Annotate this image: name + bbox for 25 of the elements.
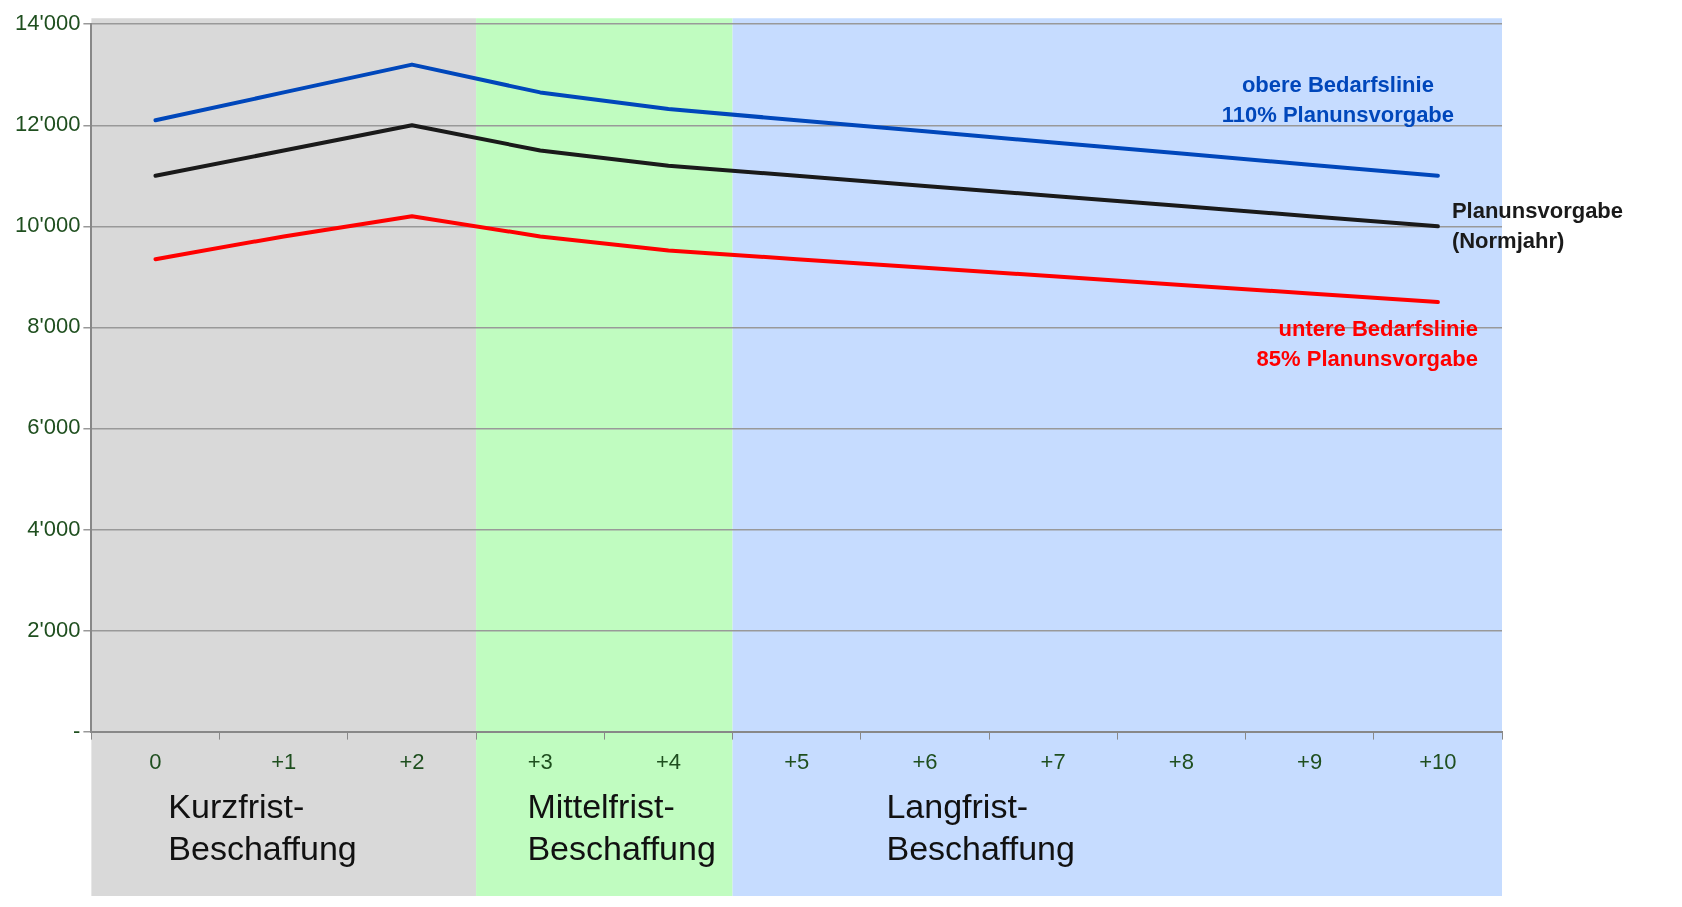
x-tick-label: +6	[912, 748, 938, 774]
x-tick-label: +1	[271, 748, 297, 774]
series-label: obere Bedarfslinie 110% Planunsvorgabe	[1221, 71, 1455, 127]
x-tick-label: +5	[784, 748, 810, 774]
band-label: Kurzfrist- Beschaffung	[168, 786, 357, 867]
x-tick-label: +7	[1040, 748, 1066, 774]
series-label: untere Bedarfslinie 85% Planunsvorgabe	[1256, 316, 1478, 372]
x-tick-label: 0	[149, 748, 162, 774]
series-label: Planunsvorgabe (Normjahr)	[1451, 198, 1624, 254]
y-tick-label: 8'000	[27, 313, 81, 339]
x-tick-label: +9	[1297, 748, 1323, 774]
y-tick-label: 6'000	[27, 414, 81, 440]
x-tick-label: +3	[527, 748, 553, 774]
x-tick-label: +8	[1168, 748, 1194, 774]
x-tick-label: +4	[655, 748, 681, 774]
y-tick-label: -	[73, 717, 81, 743]
x-tick-label: +2	[399, 748, 425, 774]
y-tick-label: 12'000	[14, 111, 81, 137]
y-tick-label: 14'000	[14, 10, 81, 36]
band-label: Langfrist- Beschaffung	[886, 786, 1075, 867]
band-label: Mittelfrist- Beschaffung	[527, 786, 716, 867]
y-tick-label: 4'000	[27, 515, 81, 541]
y-tick-label: 10'000	[14, 212, 81, 238]
y-tick-label: 2'000	[27, 616, 81, 642]
x-tick-label: +10	[1419, 748, 1457, 774]
